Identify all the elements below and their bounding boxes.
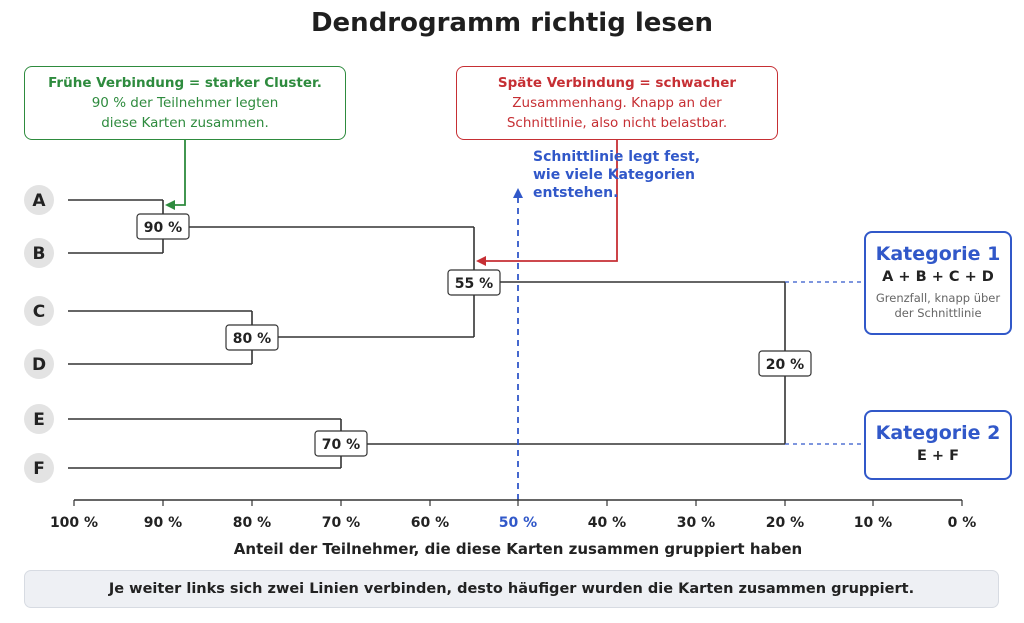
cut-note-line3: entstehen. — [533, 185, 619, 201]
merge-label-70: 70 % — [322, 437, 360, 453]
cut-note-line1: Schnittlinie legt fest, — [533, 149, 701, 165]
x-tick-label-highlight: 50 % — [499, 515, 537, 531]
x-tick-label: 0 % — [948, 515, 977, 531]
x-tick-label: 70 % — [322, 515, 360, 531]
leaf-a-label: A — [32, 191, 46, 211]
late-join-callout: Späte Verbindung = schwacher Zusammenhan… — [456, 66, 778, 140]
leaf-b-label: B — [33, 244, 46, 264]
cut-note-line2: wie viele Kategorien — [533, 167, 695, 183]
category-1-title: Kategorie 1 — [875, 243, 1001, 265]
category-2-members: E + F — [916, 448, 960, 464]
category-2-box: Kategorie 2 E + F — [864, 410, 1012, 480]
late-join-line2: Zusammenhang. Knapp an der — [512, 95, 722, 111]
x-tick-label: 80 % — [233, 515, 271, 531]
category-1-box: Kategorie 1 A + B + C + D Grenzfall, kna… — [864, 231, 1012, 335]
leaf-d-circle — [24, 349, 54, 379]
leaf-a-circle — [24, 185, 54, 215]
leaf-e-circle — [24, 404, 54, 434]
early-join-heading: Frühe Verbindung = starker Cluster. — [48, 75, 322, 91]
category-2-title: Kategorie 2 — [875, 422, 1001, 444]
merge-label-20: 20 % — [766, 357, 804, 373]
early-join-line2: 90 % der Teilnehmer legten — [91, 95, 279, 111]
merge-label-90-box — [136, 213, 190, 240]
merge-label-70-box — [314, 430, 368, 457]
leaf-f-label: F — [33, 459, 45, 479]
merge-label-55-box — [447, 269, 501, 296]
category-1-note-line2: der Schnittlinie — [894, 306, 982, 320]
category-1-note-line1: Grenzfall, knapp über — [875, 291, 1001, 305]
merge-label-55: 55 % — [455, 276, 493, 292]
x-tick-label: 40 % — [588, 515, 626, 531]
late-join-line3: Schnittlinie, also nicht belastbar. — [506, 115, 728, 131]
leaf-e-label: E — [33, 410, 45, 430]
early-join-line3: diese Karten zusammen. — [101, 115, 269, 131]
x-tick-label: 20 % — [766, 515, 804, 531]
leaf-nodes — [24, 185, 54, 483]
early-join-callout: Frühe Verbindung = starker Cluster. 90 %… — [24, 66, 346, 140]
x-tick-label: 60 % — [411, 515, 449, 531]
x-tick-label: 10 % — [854, 515, 892, 531]
x-tick-label: 90 % — [144, 515, 182, 531]
merge-label-80: 80 % — [233, 331, 271, 347]
red-callout-arrow — [476, 140, 618, 266]
page-title: Dendrogramm richtig lesen — [310, 8, 714, 38]
leaf-b-circle — [24, 238, 54, 268]
x-axis-label: Anteil der Teilnehmer, die diese Karten … — [233, 540, 803, 558]
x-tick-label: 100 % — [50, 515, 98, 531]
x-tick-label: 30 % — [677, 515, 715, 531]
late-join-heading: Späte Verbindung = schwacher — [497, 75, 737, 91]
cut-line-note: Schnittlinie legt fest, wie viele Katego… — [533, 148, 700, 202]
merge-label-80-box — [225, 324, 279, 351]
green-callout-arrow — [165, 140, 186, 210]
merge-label-20-box — [758, 350, 812, 377]
leaf-c-circle — [24, 296, 54, 326]
category-1-members: A + B + C + D — [882, 269, 994, 285]
leaf-d-label: D — [32, 355, 46, 375]
leaf-c-label: C — [33, 302, 45, 322]
category-1-note: Grenzfall, knapp über der Schnittlinie — [866, 291, 1010, 321]
leaf-f-circle — [24, 453, 54, 483]
footer-note: Je weiter links sich zwei Linien verbind… — [24, 570, 999, 608]
merge-label-90: 90 % — [144, 220, 182, 236]
